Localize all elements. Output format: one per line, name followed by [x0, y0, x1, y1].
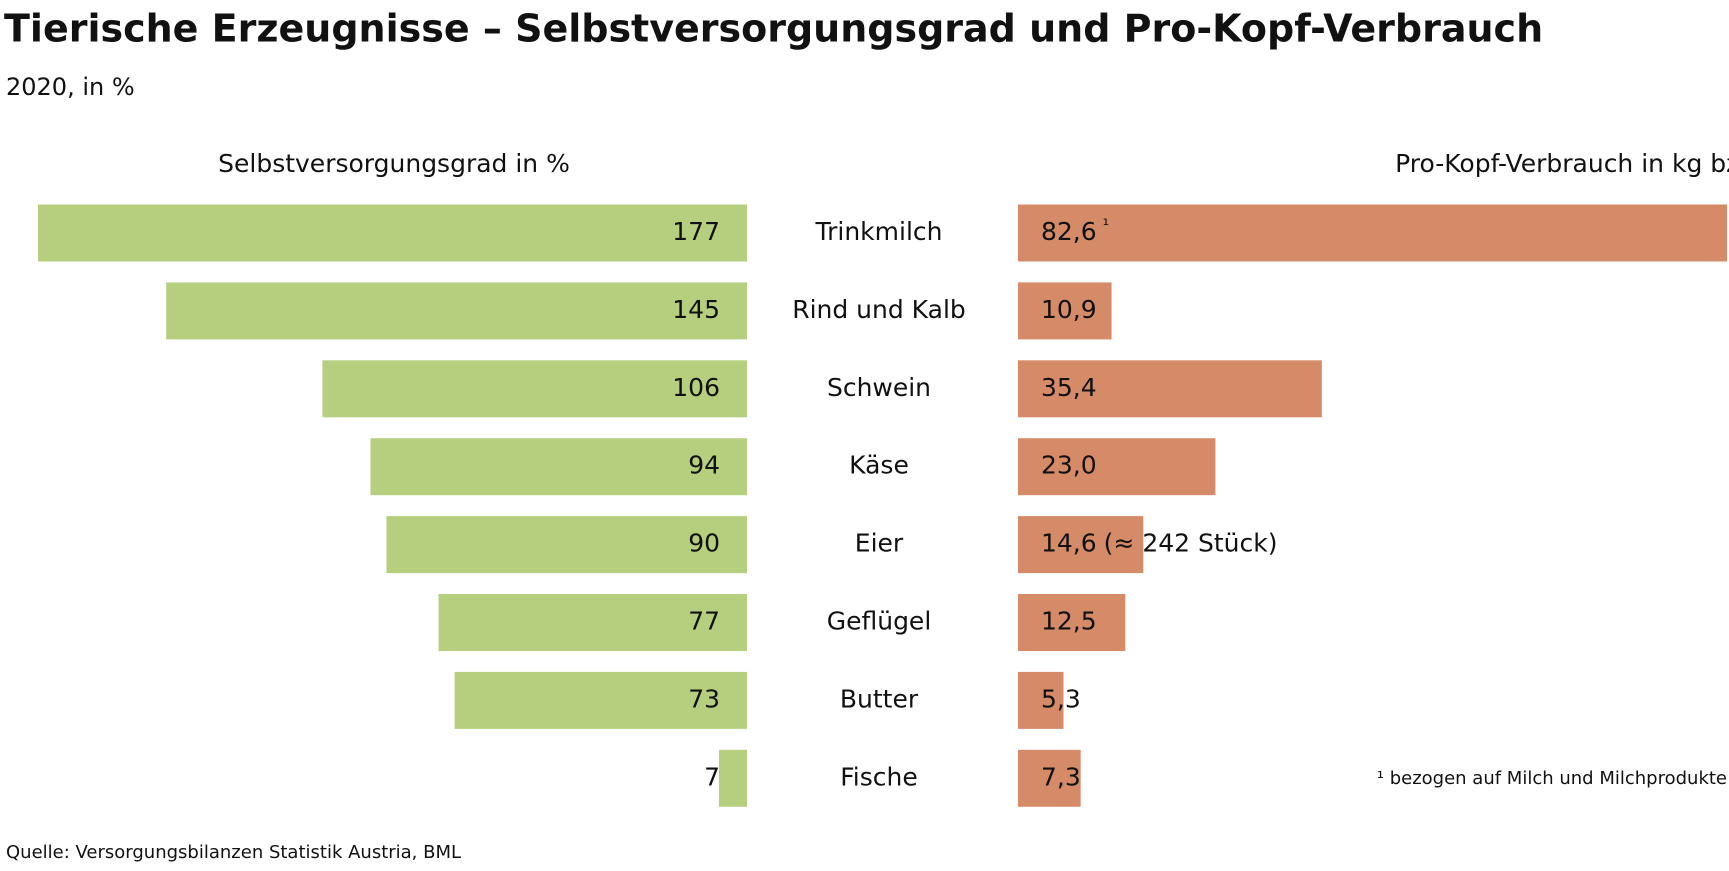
value-label: 7 [704, 762, 720, 791]
bar [1018, 204, 1727, 262]
source: Quelle: Versorgungsbilanzen Statistik Au… [6, 842, 461, 863]
category-label: Butter [840, 684, 919, 713]
value-label: 12,5 [1041, 607, 1097, 636]
category-label: Käse [849, 451, 909, 480]
value-label: 10,9 [1041, 295, 1097, 324]
chart-title: Tierische Erzeugnisse – Selbstversorgung… [4, 7, 1543, 51]
bar [1018, 282, 1112, 340]
bar [1018, 360, 1322, 418]
bar [1018, 438, 1216, 496]
value-label: 73 [688, 684, 720, 713]
bar [322, 360, 747, 418]
category-label: Rind und Kalb [792, 295, 966, 324]
bar [438, 594, 747, 651]
category-label: Schwein [827, 373, 931, 402]
value-label: 145 [672, 295, 720, 324]
category-label: Geflügel [827, 607, 932, 636]
annotation: (≈ 242 Stück) [1104, 529, 1278, 558]
category-label: Eier [855, 529, 904, 558]
category-label: Fische [840, 762, 918, 791]
value-label: 14,6 [1041, 529, 1097, 558]
value-label: 82,6 [1041, 217, 1097, 246]
bar [454, 671, 747, 729]
bar [1018, 671, 1064, 729]
value-label: 94 [688, 451, 720, 480]
value-label: 23,0 [1041, 451, 1097, 480]
value-label: 177 [672, 217, 720, 246]
category-label: Trinkmilch [815, 217, 943, 246]
annotation: ¹ [1103, 216, 1109, 235]
bar [1018, 516, 1144, 574]
chart-subtitle: 2020, in % [6, 73, 135, 101]
panel-title: Selbstversorgungsgrad in % [218, 149, 570, 178]
bar [1018, 594, 1126, 651]
bar [718, 749, 747, 807]
bar [38, 204, 747, 262]
value-label: 7,3 [1041, 762, 1081, 791]
panel-title: Pro-Kopf-Verbrauch in kg bzw. Liter/Jahr [1395, 149, 1729, 178]
footnote: ¹ bezogen auf Milch und Milchprodukte [1377, 768, 1727, 789]
bar [166, 282, 747, 340]
value-label: 77 [688, 607, 720, 636]
bar [370, 438, 747, 496]
value-label: 90 [688, 529, 720, 558]
value-label: 5,3 [1041, 684, 1081, 713]
bar [386, 516, 747, 574]
value-label: 35,4 [1041, 373, 1097, 402]
value-label: 106 [672, 373, 720, 402]
bar [1018, 749, 1081, 807]
